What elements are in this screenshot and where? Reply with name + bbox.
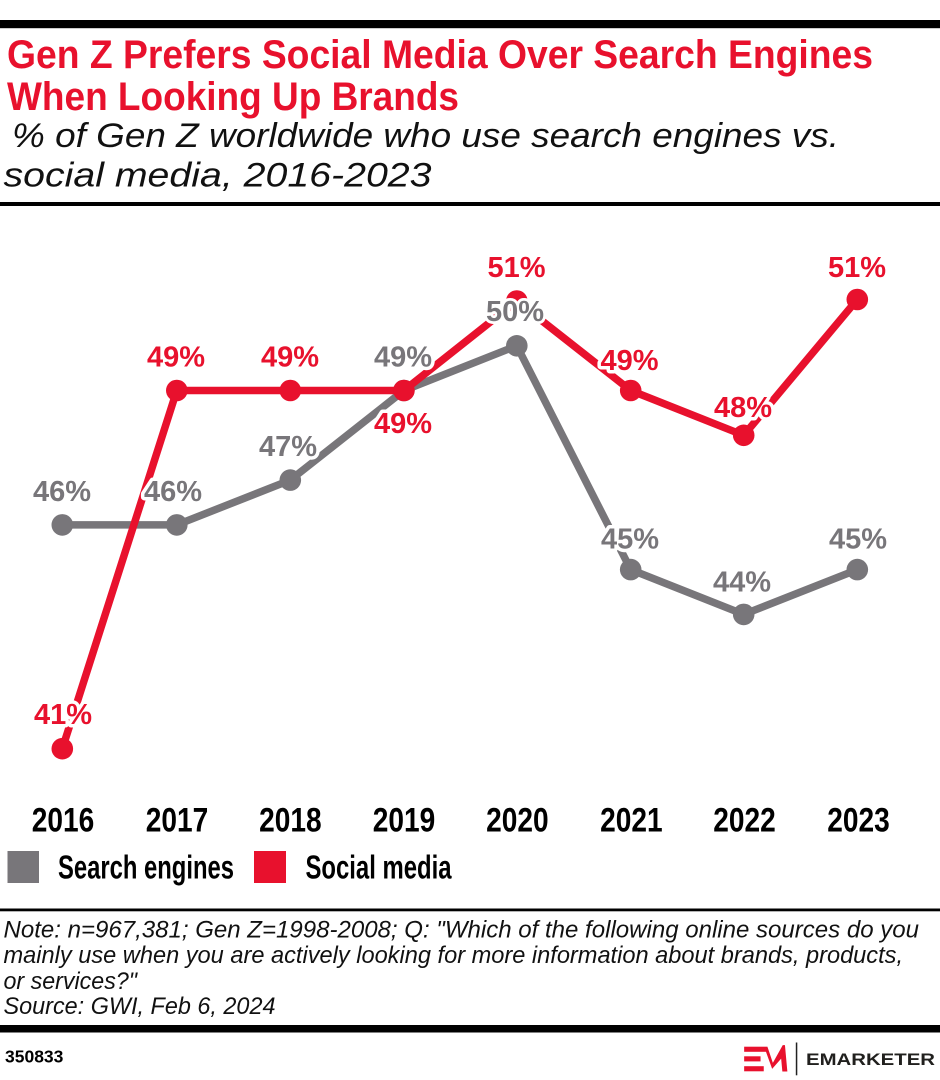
svg-text:When Looking Up Brands: When Looking Up Brands xyxy=(7,75,459,119)
svg-text:Source: GWI, Feb 6, 2024: Source: GWI, Feb 6, 2024 xyxy=(4,993,276,1020)
svg-text:46%: 46% xyxy=(144,476,202,508)
svg-text:2021: 2021 xyxy=(600,802,663,840)
svg-text:EMARKETER: EMARKETER xyxy=(806,1051,935,1069)
svg-text:mainly use when you are active: mainly use when you are actively looking… xyxy=(4,942,904,969)
svg-text:44%: 44% xyxy=(713,567,771,599)
svg-text:Search engines: Search engines xyxy=(58,849,234,886)
svg-text:49%: 49% xyxy=(147,342,205,374)
svg-text:Social media: Social media xyxy=(306,849,452,886)
svg-text:51%: 51% xyxy=(828,252,886,284)
svg-text:51%: 51% xyxy=(487,252,545,284)
svg-text:Note: n=967,381; Gen Z=1998-20: Note: n=967,381; Gen Z=1998-2008; Q: "Wh… xyxy=(4,917,920,944)
svg-text:45%: 45% xyxy=(829,524,887,556)
svg-text:47%: 47% xyxy=(259,431,317,463)
svg-text:41%: 41% xyxy=(34,699,92,731)
svg-text:350833: 350833 xyxy=(5,1047,64,1067)
svg-text:48%: 48% xyxy=(714,392,772,424)
svg-text:% of Gen Z worldwide who use s: % of Gen Z worldwide who use search engi… xyxy=(12,117,839,155)
svg-text:49%: 49% xyxy=(374,342,432,374)
svg-text:social media, 2016-2023: social media, 2016-2023 xyxy=(4,157,432,195)
svg-text:2017: 2017 xyxy=(146,802,209,840)
svg-text:2020: 2020 xyxy=(486,802,549,840)
svg-text:Gen Z Prefers Social Media Ove: Gen Z Prefers Social Media Over Search E… xyxy=(7,33,873,77)
svg-text:49%: 49% xyxy=(600,345,658,377)
svg-text:45%: 45% xyxy=(601,524,659,556)
svg-text:or services?": or services?" xyxy=(4,968,139,995)
svg-text:50%: 50% xyxy=(486,296,544,328)
svg-text:2019: 2019 xyxy=(373,802,436,840)
svg-text:2023: 2023 xyxy=(827,802,890,840)
svg-text:2018: 2018 xyxy=(259,802,322,840)
svg-text:49%: 49% xyxy=(261,342,319,374)
svg-text:2022: 2022 xyxy=(713,802,776,840)
svg-text:2016: 2016 xyxy=(32,802,95,840)
svg-text:46%: 46% xyxy=(33,476,91,508)
svg-text:49%: 49% xyxy=(374,408,432,440)
